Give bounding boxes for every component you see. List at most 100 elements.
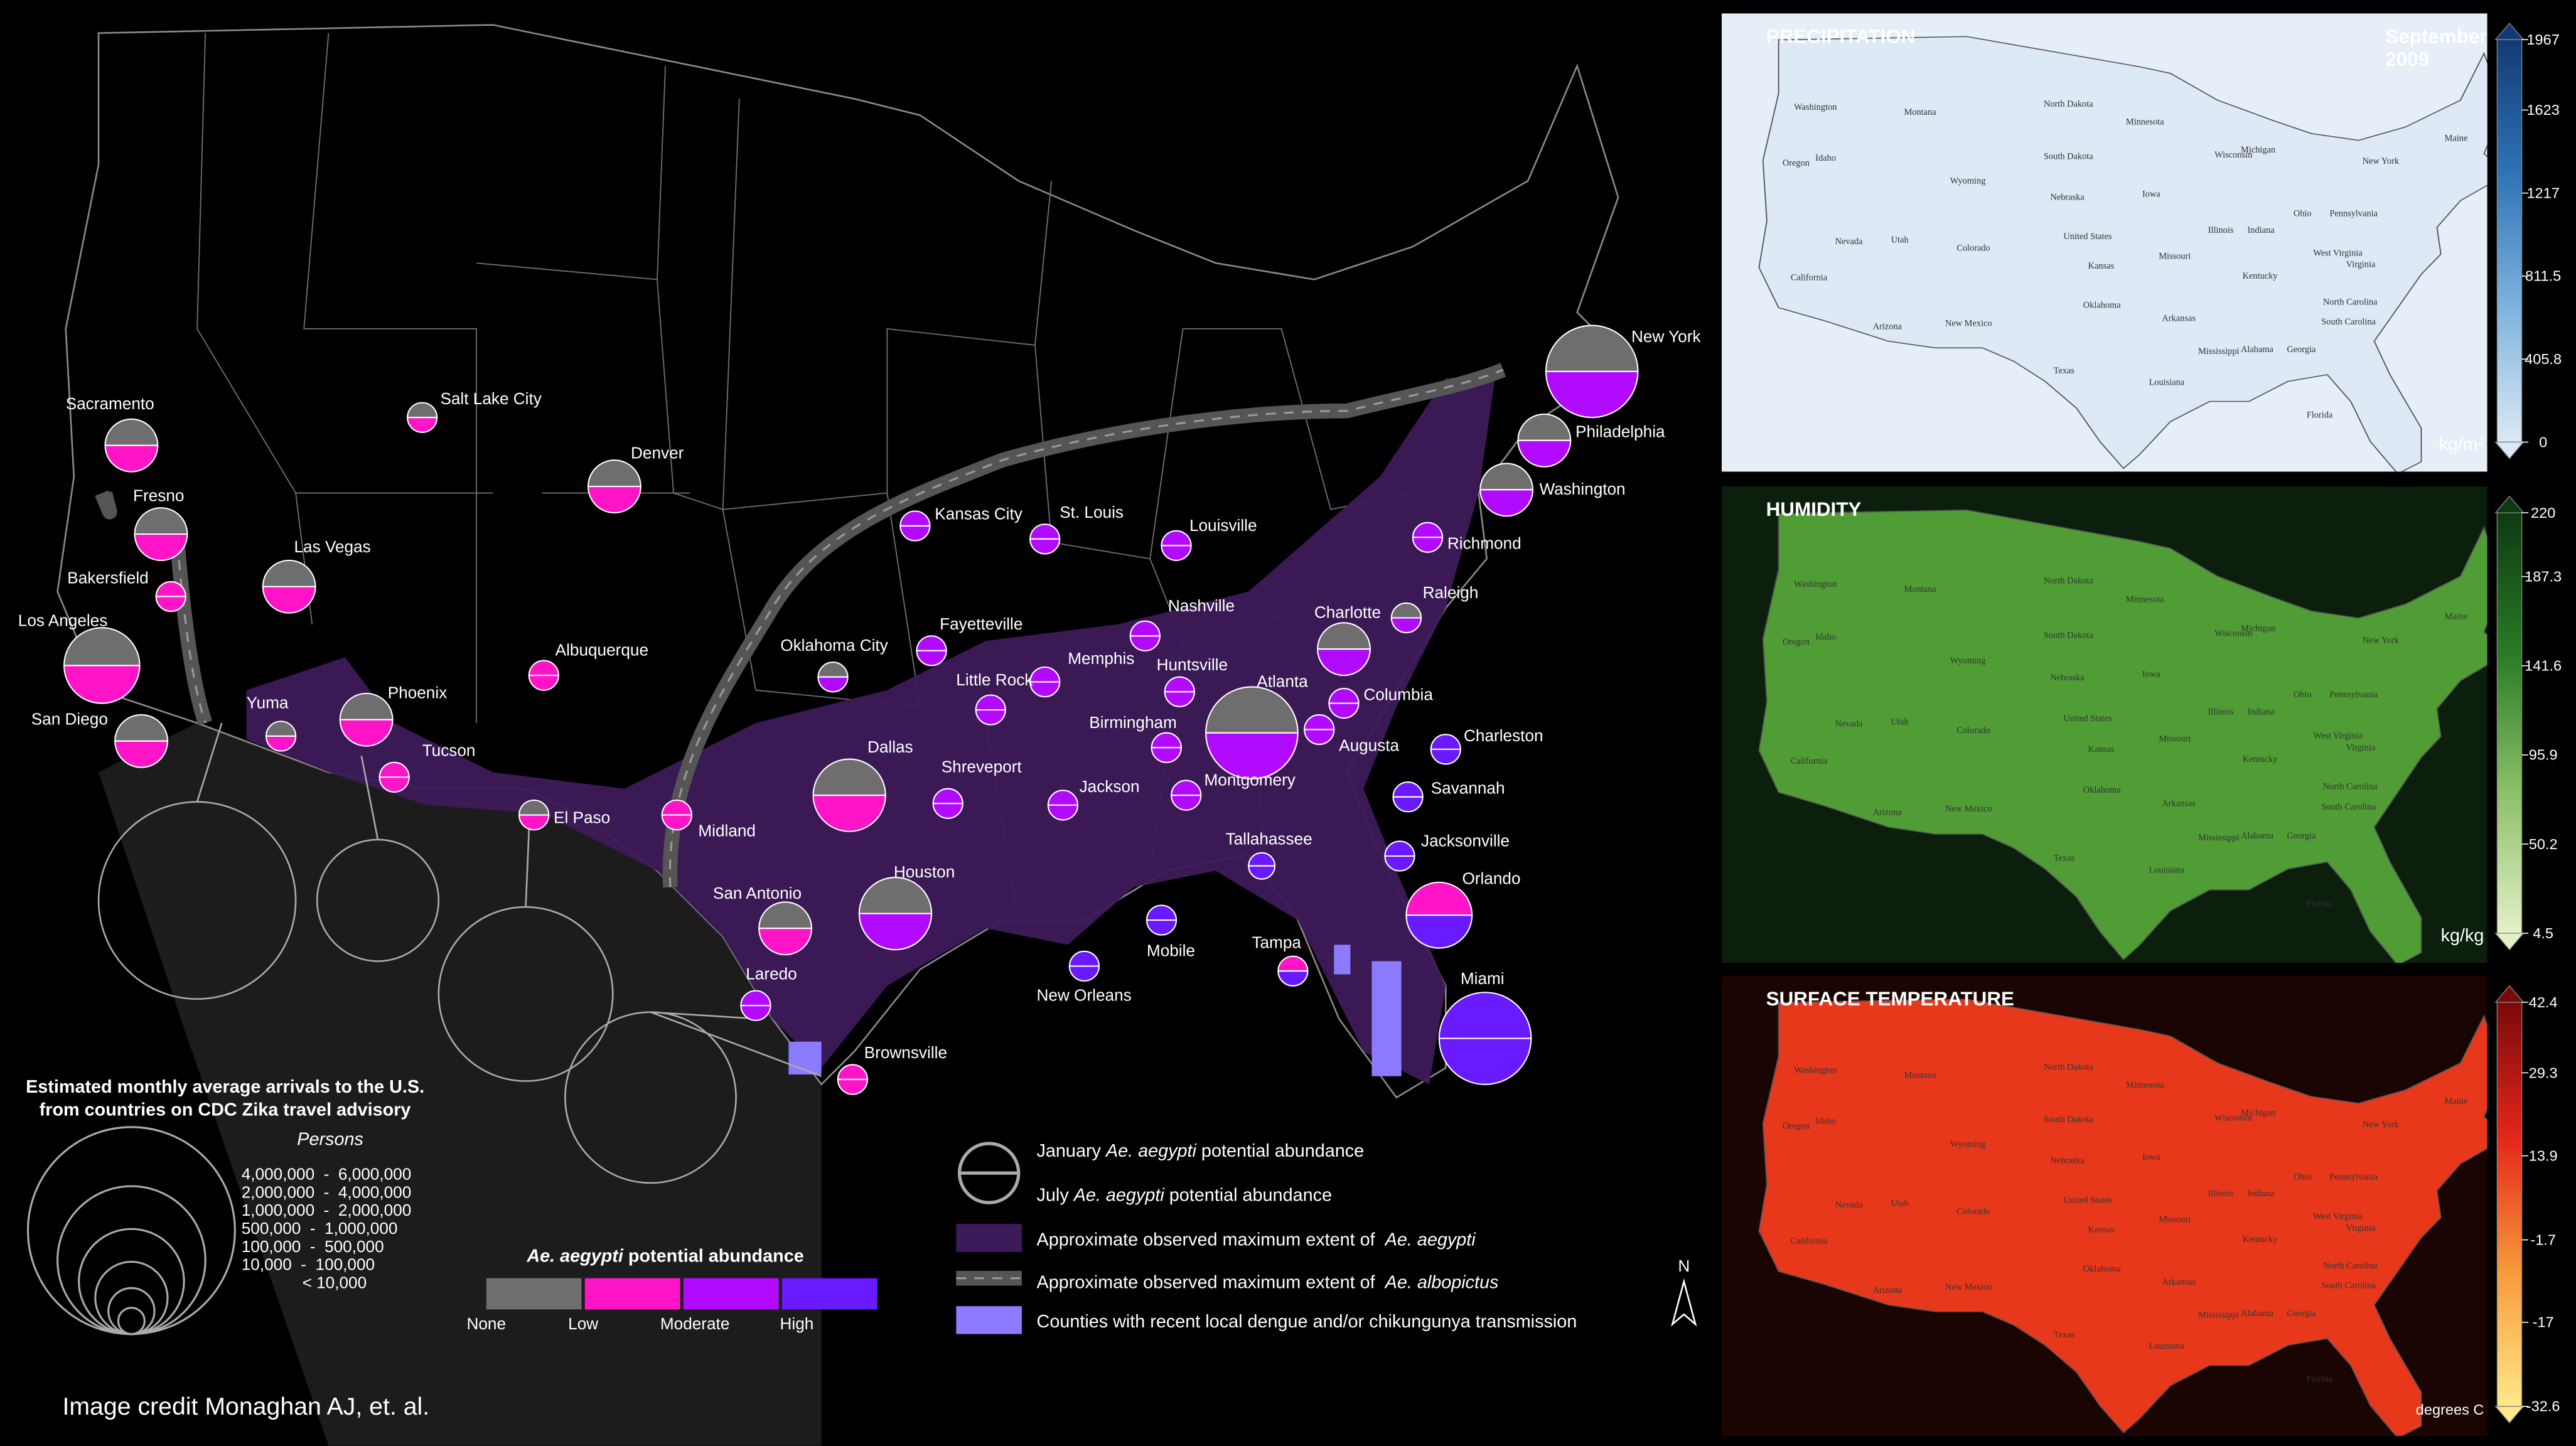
abundance-title-part: Ae. aegypti bbox=[526, 1246, 624, 1266]
colorbar-tick-label: 1967 bbox=[2526, 31, 2559, 48]
legend-item-part: Approximate observed maximum extent of bbox=[1037, 1272, 1385, 1292]
city-january bbox=[1171, 779, 1202, 796]
abundance-label: Moderate bbox=[660, 1314, 730, 1333]
city-label: Shreveport bbox=[942, 758, 1022, 776]
city-january bbox=[1328, 688, 1360, 704]
abundance-swatch bbox=[486, 1278, 582, 1310]
city-label: Midland bbox=[698, 822, 756, 840]
city-label: Laredo bbox=[746, 964, 797, 983]
legend-item-part: potential abundance bbox=[1164, 1186, 1332, 1206]
city-july bbox=[1545, 370, 1639, 419]
city-january bbox=[104, 418, 159, 446]
state-label: North Carolina bbox=[2323, 297, 2378, 308]
abundance-swatch bbox=[781, 1278, 877, 1310]
city-july bbox=[812, 795, 886, 832]
city-label: Houston bbox=[894, 862, 955, 881]
state-label: Wyoming bbox=[1950, 176, 1986, 186]
city-january bbox=[932, 788, 963, 805]
colorbar bbox=[2496, 1002, 2523, 1407]
city-july bbox=[587, 486, 641, 513]
abundance-title: Ae. aegypti potential abundance bbox=[526, 1246, 803, 1266]
city-label: Nashville bbox=[1168, 596, 1235, 615]
city-label: Birmingham bbox=[1089, 713, 1177, 732]
state-label: Pennsylvania bbox=[2329, 209, 2378, 219]
city-label: Memphis bbox=[1068, 649, 1134, 668]
legend-item: Approximate observed maximum extent of A… bbox=[1037, 1272, 1499, 1292]
state-label: California bbox=[1791, 1236, 1828, 1246]
city-july bbox=[1304, 729, 1335, 745]
state-label: Colorado bbox=[1956, 726, 1990, 736]
city-july bbox=[134, 533, 188, 561]
state-label: Oklahoma bbox=[2083, 785, 2121, 795]
panel-title: PRECIPITATION bbox=[1766, 25, 1916, 47]
state-label: Wyoming bbox=[1950, 1139, 1986, 1149]
city-label: Jacksonville bbox=[1421, 831, 1510, 850]
colorbar-end bbox=[2494, 933, 2525, 951]
state-label: Maine bbox=[2445, 134, 2468, 144]
state-label: Pennsylvania bbox=[2329, 690, 2378, 700]
state-label: United States bbox=[2063, 714, 2112, 724]
state-label: New Mexico bbox=[1945, 318, 1992, 328]
state-label: Alabama bbox=[2241, 1309, 2274, 1319]
colorbar-tick-label: 13.9 bbox=[2529, 1147, 2558, 1164]
city-july bbox=[1029, 538, 1061, 555]
city-january bbox=[758, 901, 813, 929]
city-january bbox=[1545, 324, 1639, 372]
city-label: Orlando bbox=[1462, 869, 1520, 888]
city-january bbox=[1205, 686, 1299, 734]
abundance-label: High bbox=[780, 1314, 814, 1333]
state-label: Oregon bbox=[1783, 1121, 1810, 1131]
size-class-label: 500,000 - 1,000,000 bbox=[242, 1219, 398, 1238]
city-july bbox=[1405, 914, 1473, 949]
city-label: Kansas City bbox=[935, 504, 1022, 523]
cities: New York Philadelphia Washington Richmond Ra… bbox=[18, 324, 1701, 1095]
panel-title: HUMIDITY bbox=[1766, 498, 1862, 520]
panel: Washington Oregon California Nevada Idaho Mon… bbox=[1721, 13, 2487, 472]
state-label: Illinois bbox=[2208, 1189, 2234, 1199]
state-label: Ohio bbox=[2294, 690, 2312, 700]
state-label: Georgia bbox=[2287, 831, 2316, 841]
state-label: Kansas bbox=[2088, 744, 2115, 754]
state-label: New York bbox=[2363, 156, 2400, 166]
state-label: Minnesota bbox=[2126, 594, 2164, 604]
city-july bbox=[1068, 965, 1100, 982]
city-july bbox=[63, 665, 141, 704]
city-january bbox=[858, 877, 933, 914]
city-january bbox=[817, 661, 849, 678]
state-label: Texas bbox=[2054, 853, 2075, 863]
city-january bbox=[63, 627, 141, 667]
state-label: Virginia bbox=[2346, 742, 2376, 752]
state-label: Virginia bbox=[2346, 1223, 2376, 1233]
city-january bbox=[1277, 955, 1309, 972]
city-january bbox=[1068, 950, 1100, 967]
city-label: Oklahoma City bbox=[780, 636, 888, 655]
city-label: Miami bbox=[1461, 969, 1505, 988]
legend-symbol bbox=[956, 1306, 1022, 1334]
city-label: Tucson bbox=[422, 741, 476, 759]
colorbar-tick-label: 95.9 bbox=[2529, 747, 2558, 763]
city-july bbox=[339, 719, 394, 747]
city-label: Dallas bbox=[867, 737, 913, 756]
city-january bbox=[528, 660, 559, 677]
city-july bbox=[1248, 865, 1276, 880]
state-label: West Virginia bbox=[2313, 731, 2363, 741]
state-label: California bbox=[1791, 272, 1828, 282]
state-label: Oregon bbox=[1783, 637, 1810, 647]
city-label: San Antonio bbox=[713, 884, 802, 902]
city-label: Columbia bbox=[1363, 685, 1433, 704]
city-january bbox=[518, 800, 550, 816]
arrivals-title: Estimated monthly average arrivals to th… bbox=[26, 1077, 424, 1097]
city-january bbox=[899, 510, 931, 527]
state-label: Missouri bbox=[2159, 252, 2191, 262]
city-label: Tallahassee bbox=[1226, 830, 1312, 849]
state-label: Georgia bbox=[2287, 345, 2316, 355]
state-label: Kentucky bbox=[2243, 271, 2278, 281]
state-label: United States bbox=[2063, 232, 2112, 242]
city-label: Richmond bbox=[1447, 534, 1521, 553]
state-label: Montana bbox=[1904, 1070, 1937, 1080]
state-label: Montana bbox=[1904, 107, 1937, 117]
legend-item-part: Counties with recent local dengue and/or… bbox=[1037, 1312, 1577, 1332]
state-label: North Dakota bbox=[2044, 1062, 2093, 1072]
state-label: Ohio bbox=[2294, 209, 2312, 219]
state-label: North Dakota bbox=[2044, 576, 2093, 586]
